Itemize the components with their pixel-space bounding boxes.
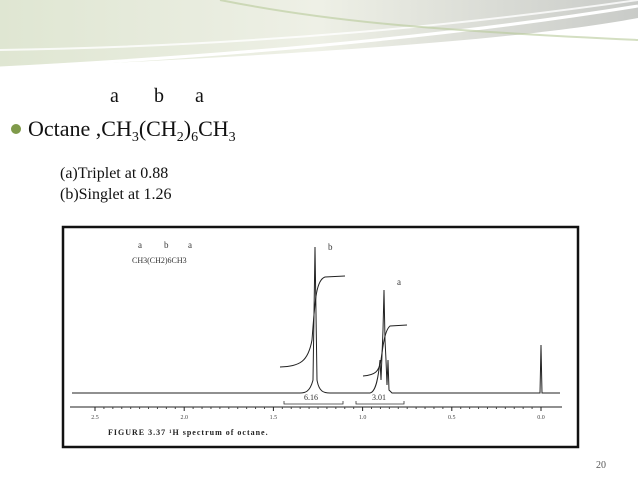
figure-frame — [61, 225, 580, 449]
text-part: ) — [184, 116, 191, 141]
header-letters: a b a — [110, 85, 204, 107]
peak-label: b — [328, 242, 333, 252]
spectrum-trace — [72, 246, 560, 394]
line: (b)Singlet at 1.26 — [60, 186, 172, 203]
formula-letter: a — [138, 240, 142, 250]
subscript: 2 — [177, 130, 184, 145]
text-part: CH — [198, 116, 229, 141]
letter: a — [195, 85, 204, 107]
axis-label: 1.5 — [270, 415, 278, 421]
line: (a)Triplet at 0.88 — [60, 165, 168, 182]
axis-label: 1.0 — [359, 415, 367, 421]
letter: a — [110, 85, 119, 107]
text-part: (CH — [139, 116, 177, 141]
integral-curve — [362, 324, 408, 377]
axis-label: 2.5 — [91, 415, 99, 421]
axis-labels: 2.5 2.0 1.5 1.0 0.5 0.0 — [91, 407, 545, 421]
peak-label: a — [397, 277, 401, 287]
formula-letter: a — [188, 240, 192, 250]
integral-curve — [279, 275, 346, 368]
integral-value: 3.01 — [372, 393, 386, 402]
caption: FIGURE 3.37 ¹H spectrum of octane. — [108, 428, 269, 437]
page-number: 20 — [596, 460, 606, 471]
axis-label: 0.5 — [448, 415, 456, 421]
integral-brackets — [283, 401, 405, 405]
formula: CH3(CH2)6CH3 — [132, 256, 187, 265]
formula-letter: b — [164, 240, 169, 250]
subscript: 6 — [191, 130, 198, 145]
bullet-dot — [11, 124, 21, 134]
bullet-text: Octane ,CH3(CH2)6CH3 — [28, 116, 236, 145]
spectrum-figure: a b a CH3(CH2)6CH3 b a 6.16 3.01 2.5 2.0 1… — [61, 225, 580, 449]
letter: b — [154, 85, 164, 107]
axis-label: 0.0 — [537, 415, 545, 421]
subscript: 3 — [229, 130, 236, 145]
subscript: 3 — [132, 130, 139, 145]
integral-value: 6.16 — [304, 393, 318, 402]
axis-label: 2.0 — [180, 415, 188, 421]
header-decoration — [0, 0, 638, 70]
text-part: Octane ,CH — [28, 116, 132, 141]
